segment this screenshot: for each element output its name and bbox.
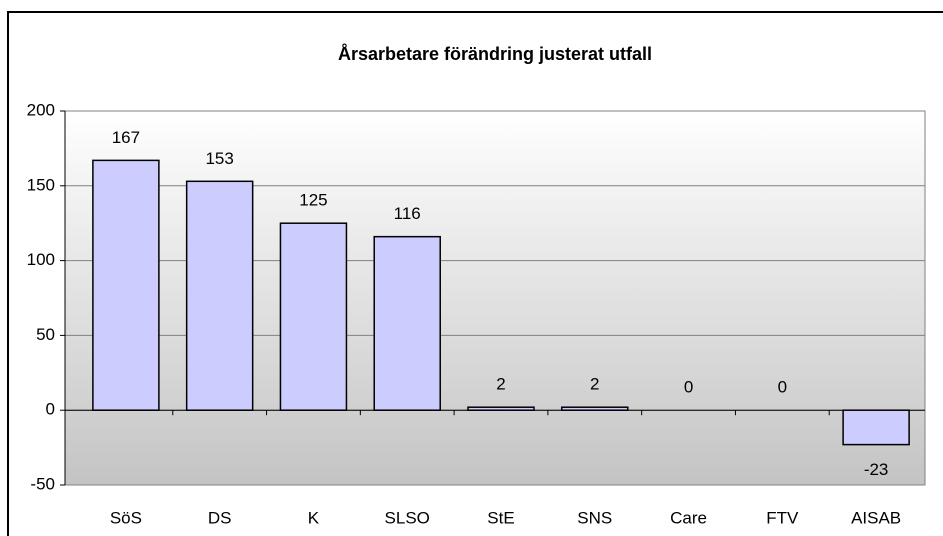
bar [561,406,629,411]
x-tick-label: K [308,508,320,527]
bar [467,406,535,411]
bar [92,159,160,411]
x-tick-label: Care [670,508,707,527]
value-label: 167 [112,128,140,147]
value-label: 2 [590,375,599,394]
value-label: 2 [496,375,505,394]
value-label: -23 [864,460,889,479]
y-tick-label: 200 [27,100,55,119]
value-label: 125 [299,191,327,210]
value-label: 153 [205,149,233,168]
value-label: 0 [778,378,787,397]
value-label: 0 [684,378,693,397]
x-tick-label: SLSO [385,508,430,527]
value-label: 116 [394,204,421,223]
y-tick-label: -50 [30,474,55,493]
y-tick-label: 100 [27,250,55,269]
chart-title: Årsarbetare förändring justerat utfall [338,44,652,64]
x-tick-label: StE [487,508,514,527]
y-tick-label: 0 [46,400,55,419]
bar [842,409,910,446]
y-tick-label: 150 [27,175,55,194]
x-tick-label: DS [208,508,232,527]
bar [185,180,254,411]
bar [279,222,348,411]
bar [373,235,441,411]
x-tick-label: AISAB [851,508,901,527]
x-tick-label: SNS [577,508,612,527]
x-tick-label: SöS [110,508,142,527]
x-tick-label: FTV [766,508,799,527]
y-tick-label: 50 [36,325,55,344]
